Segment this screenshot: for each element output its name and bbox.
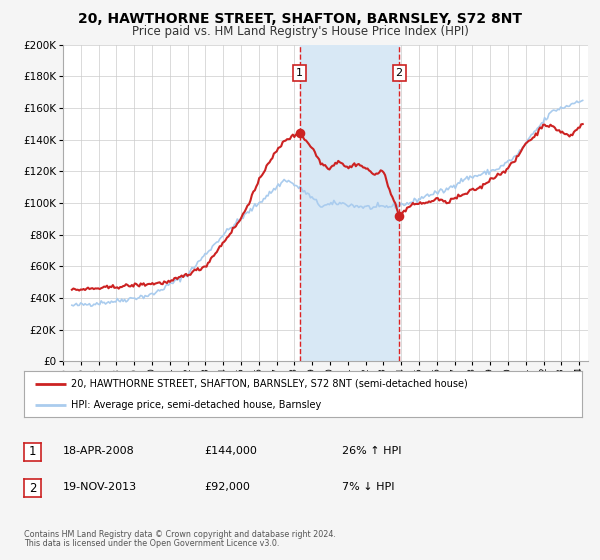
- Bar: [299, 45, 399, 361]
- Text: 7% ↓ HPI: 7% ↓ HPI: [342, 482, 395, 492]
- Point: [295, 129, 304, 138]
- Text: Contains HM Land Registry data © Crown copyright and database right 2024.: Contains HM Land Registry data © Crown c…: [24, 530, 336, 539]
- Text: 2: 2: [395, 68, 403, 78]
- Text: £92,000: £92,000: [204, 482, 250, 492]
- Text: 18-APR-2008: 18-APR-2008: [63, 446, 135, 456]
- Text: This data is licensed under the Open Government Licence v3.0.: This data is licensed under the Open Gov…: [24, 539, 280, 548]
- Text: 1: 1: [29, 445, 36, 459]
- Text: £144,000: £144,000: [204, 446, 257, 456]
- Text: Price paid vs. HM Land Registry's House Price Index (HPI): Price paid vs. HM Land Registry's House …: [131, 25, 469, 38]
- Text: HPI: Average price, semi-detached house, Barnsley: HPI: Average price, semi-detached house,…: [71, 400, 322, 410]
- Text: 26% ↑ HPI: 26% ↑ HPI: [342, 446, 401, 456]
- Text: 1: 1: [296, 68, 303, 78]
- Text: 19-NOV-2013: 19-NOV-2013: [63, 482, 137, 492]
- Point: [394, 211, 404, 220]
- Text: 20, HAWTHORNE STREET, SHAFTON, BARNSLEY, S72 8NT (semi-detached house): 20, HAWTHORNE STREET, SHAFTON, BARNSLEY,…: [71, 379, 468, 389]
- Text: 2: 2: [29, 482, 36, 495]
- Text: 20, HAWTHORNE STREET, SHAFTON, BARNSLEY, S72 8NT: 20, HAWTHORNE STREET, SHAFTON, BARNSLEY,…: [78, 12, 522, 26]
